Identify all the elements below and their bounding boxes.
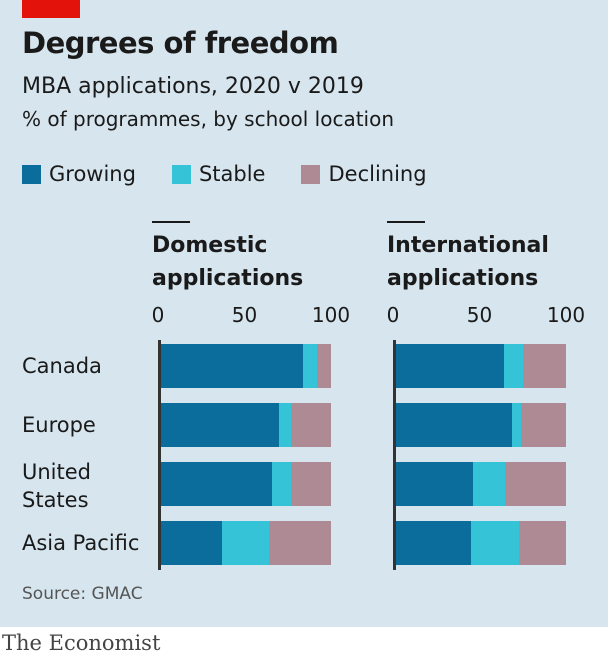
- y-axis-line-international: [393, 340, 396, 570]
- legend: Growing Stable Declining: [22, 162, 463, 186]
- bar-domestic-united-states-declining: [291, 462, 331, 506]
- x-tick-label-international-100: 100: [546, 303, 586, 327]
- bar-international-europe-declining: [521, 403, 566, 447]
- legend-swatch-growing: [22, 164, 41, 184]
- bar-international-asia-pacific-growing: [393, 521, 471, 565]
- bar-domestic-canada-declining: [317, 344, 331, 388]
- panel-title-domestic: Domestic applications: [152, 233, 304, 291]
- bar-domestic-asia-pacific-declining: [268, 521, 331, 565]
- legend-label-stable: Stable: [198, 162, 266, 186]
- category-label-asia-pacific: Asia Pacific: [22, 531, 140, 555]
- panel-rule-international: [387, 221, 425, 223]
- bar-domestic-europe-stable: [279, 403, 292, 447]
- bar-domestic-united-states-growing: [158, 462, 273, 506]
- category-label-united-states: United States: [22, 460, 91, 512]
- panel-rule-domestic: [152, 221, 190, 223]
- brand-wordmark: The Economist: [2, 631, 161, 655]
- chart-title: Degrees of freedom: [22, 26, 339, 60]
- bar-domestic-europe-growing: [158, 403, 280, 447]
- x-tick-label-international-50: 50: [466, 303, 493, 327]
- legend-item-stable: Stable: [171, 162, 266, 186]
- bar-international-europe-growing: [393, 403, 513, 447]
- bar-domestic-united-states-stable: [272, 462, 292, 506]
- legend-item-declining: Declining: [301, 162, 427, 186]
- legend-item-growing: Growing: [22, 162, 136, 186]
- x-tick-label-international-0: 0: [386, 303, 400, 327]
- x-tick-label-domestic-0: 0: [151, 303, 165, 327]
- bar-international-asia-pacific-stable: [470, 521, 520, 565]
- bar-international-united-states-stable: [472, 462, 506, 506]
- x-tick-label-domestic-50: 50: [231, 303, 258, 327]
- bar-domestic-canada-stable: [303, 344, 318, 388]
- bar-international-europe-stable: [512, 403, 521, 447]
- bar-domestic-canada-growing: [158, 344, 304, 388]
- brand-red-bar: [22, 0, 80, 18]
- x-tick-label-domestic-100: 100: [311, 303, 351, 327]
- chart-unit-note: % of programmes, by school location: [22, 107, 395, 131]
- legend-label-declining: Declining: [328, 162, 427, 186]
- panel-title-international: International applications: [387, 233, 549, 291]
- bar-international-canada-stable: [503, 344, 523, 388]
- bar-international-asia-pacific-declining: [519, 521, 566, 565]
- bar-domestic-asia-pacific-stable: [222, 521, 269, 565]
- bar-international-canada-growing: [393, 344, 504, 388]
- chart-subtitle: MBA applications, 2020 v 2019: [22, 74, 364, 99]
- bar-international-united-states-growing: [393, 462, 473, 506]
- y-axis-line-domestic: [158, 340, 161, 570]
- source-note: Source: GMAC: [22, 584, 143, 604]
- bar-domestic-europe-declining: [291, 403, 331, 447]
- bar-international-united-states-declining: [505, 462, 566, 506]
- bar-domestic-asia-pacific-growing: [158, 521, 222, 565]
- category-label-canada: Canada: [22, 354, 102, 378]
- legend-swatch-declining: [301, 164, 321, 184]
- bar-international-canada-declining: [522, 344, 566, 388]
- category-label-europe: Europe: [22, 413, 96, 437]
- legend-swatch-stable: [171, 164, 191, 184]
- legend-label-growing: Growing: [49, 162, 136, 186]
